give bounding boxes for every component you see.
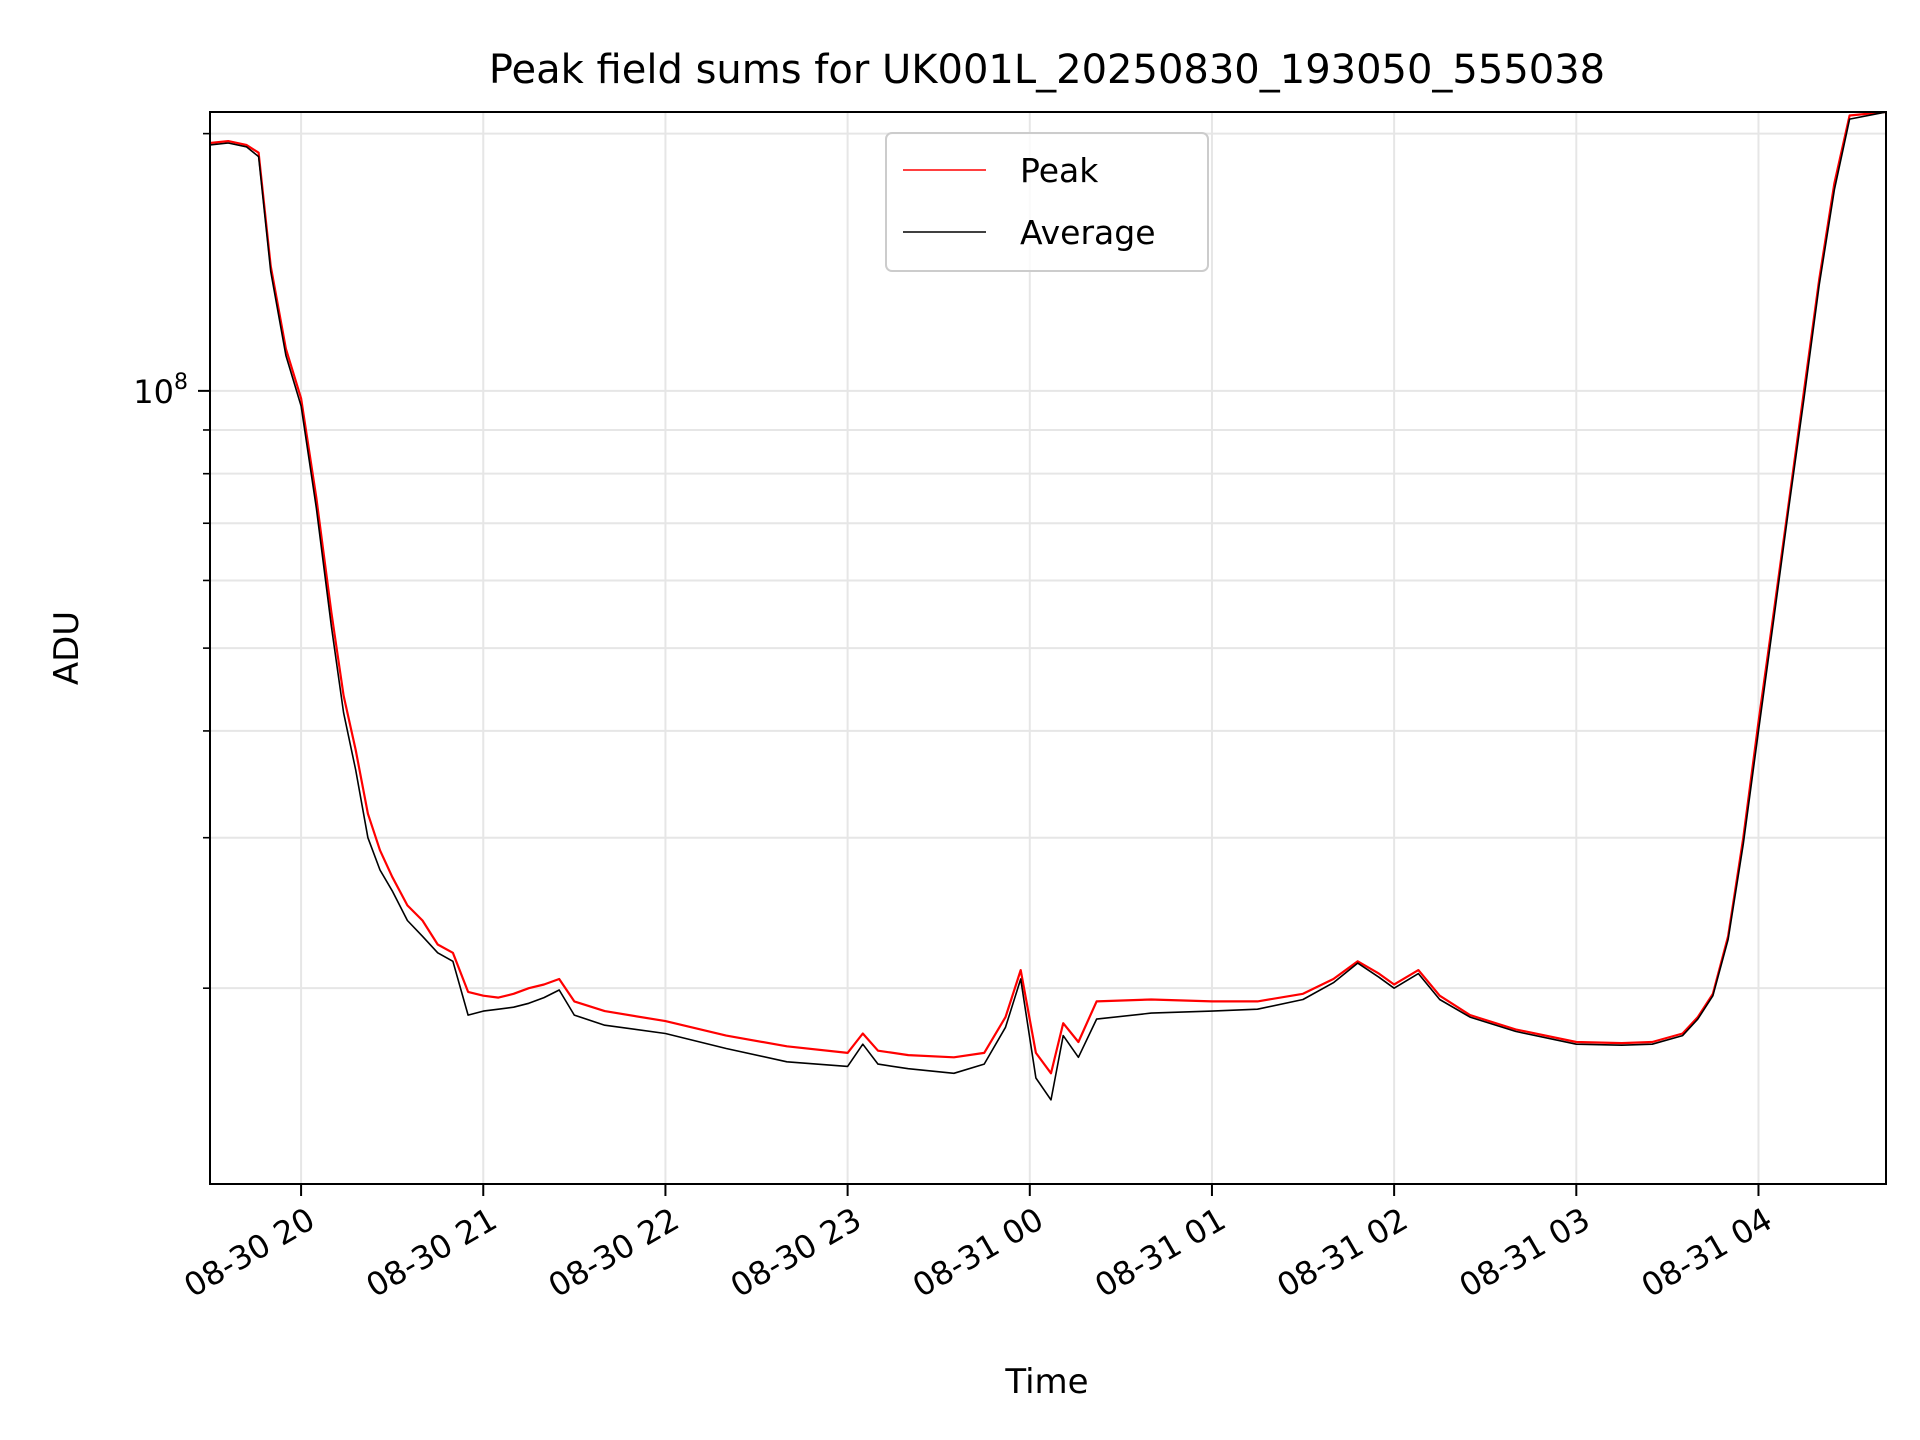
y-tick-label: 108 <box>133 370 188 411</box>
legend-label-average: Average <box>1020 213 1156 252</box>
chart-title: Peak field sums for UK001L_20250830_1930… <box>489 47 1605 93</box>
y-tick-label-base: 10 <box>133 373 174 411</box>
y-tick-label-exponent: 8 <box>174 370 188 395</box>
series-layer <box>210 112 1886 1101</box>
series-line-average <box>210 112 1886 1101</box>
y-axis-label: ADU <box>47 611 87 685</box>
series-line-peak <box>210 112 1886 1075</box>
legend-label-peak: Peak <box>1020 151 1099 190</box>
x-axis-label: Time <box>1004 1362 1088 1402</box>
grid <box>210 112 1886 1184</box>
legend: Peak Average <box>885 132 1209 272</box>
legend-box <box>885 132 1209 272</box>
